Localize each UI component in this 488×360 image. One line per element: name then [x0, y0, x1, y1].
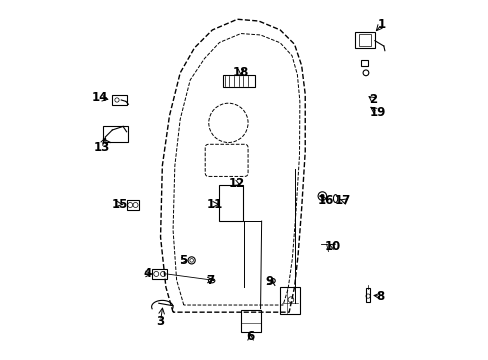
Text: 9: 9 [265, 275, 273, 288]
Bar [112, 95, 126, 105]
Circle shape [320, 194, 324, 198]
Text: 17: 17 [334, 194, 350, 207]
Bar [103, 126, 127, 143]
Bar [219, 185, 242, 221]
Text: 16: 16 [317, 194, 333, 207]
Text: 15: 15 [112, 198, 128, 211]
Bar [126, 200, 139, 210]
Bar [358, 34, 370, 46]
Text: 5: 5 [179, 254, 187, 267]
Bar [365, 288, 369, 302]
Bar [354, 32, 374, 48]
Text: 12: 12 [228, 177, 244, 190]
Text: 1: 1 [377, 18, 386, 31]
Text: 6: 6 [246, 330, 254, 343]
Text: 8: 8 [375, 289, 384, 303]
Circle shape [270, 279, 275, 283]
Bar [152, 269, 166, 279]
Text: 18: 18 [232, 66, 248, 79]
Text: 2: 2 [368, 93, 376, 106]
Bar [241, 310, 260, 332]
Text: 14: 14 [91, 91, 108, 104]
Text: 19: 19 [368, 105, 385, 119]
Text: 3: 3 [156, 315, 164, 328]
Text: 11: 11 [206, 198, 223, 211]
Text: 10: 10 [325, 240, 341, 253]
Bar [280, 287, 299, 314]
Bar [360, 60, 367, 66]
Text: 4: 4 [143, 267, 151, 280]
Text: 13: 13 [93, 141, 109, 154]
Text: 7: 7 [206, 274, 214, 287]
Bar [223, 75, 255, 87]
